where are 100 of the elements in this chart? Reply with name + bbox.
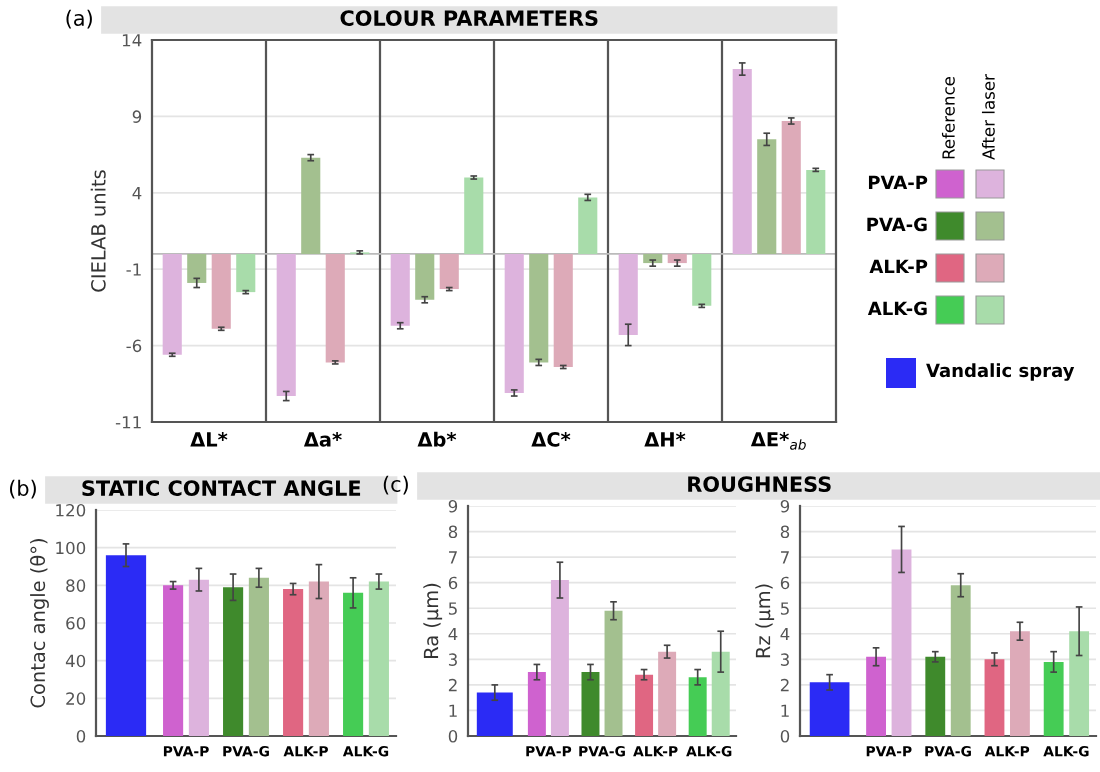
chart-title: STATIC CONTACT ANGLE bbox=[82, 480, 361, 496]
bar bbox=[732, 69, 752, 254]
bar bbox=[692, 253, 712, 306]
bar bbox=[635, 674, 654, 736]
text: ALK-P bbox=[869, 259, 928, 273]
bar bbox=[415, 253, 435, 300]
bar bbox=[504, 253, 524, 393]
y-tick-label: 0 bbox=[780, 729, 790, 743]
text: After laser bbox=[981, 74, 995, 160]
y-tick-label: 9 bbox=[448, 499, 458, 513]
text: (a) bbox=[66, 9, 92, 29]
y-tick-label: 1 bbox=[781, 704, 789, 717]
bar bbox=[643, 253, 663, 264]
bar bbox=[781, 120, 801, 254]
bar bbox=[211, 253, 231, 329]
y-tick-label: 6 bbox=[448, 576, 458, 590]
y-axis-title: Rz (μm) bbox=[755, 584, 775, 658]
bar bbox=[553, 253, 573, 367]
y-tick-label: 100 bbox=[56, 541, 86, 555]
y-tick-label: 8 bbox=[448, 525, 458, 539]
y-tick-label: 80 bbox=[66, 579, 86, 592]
bar bbox=[806, 169, 826, 254]
bar bbox=[667, 253, 687, 264]
bar bbox=[276, 253, 296, 397]
y-tick-label: 8 bbox=[780, 525, 790, 539]
bar bbox=[390, 253, 410, 326]
bar bbox=[301, 157, 321, 254]
y-tick-label: 9 bbox=[132, 110, 142, 123]
bar bbox=[529, 253, 549, 363]
x-tick-label: Δb* bbox=[417, 431, 457, 447]
bar bbox=[984, 659, 1005, 736]
bar bbox=[439, 253, 459, 290]
bar bbox=[162, 253, 182, 355]
bar bbox=[757, 139, 777, 254]
y-tick-label: -1 bbox=[126, 263, 141, 276]
bar bbox=[578, 197, 598, 254]
bar bbox=[658, 651, 677, 736]
x-tick-label: ΔC* bbox=[531, 432, 571, 447]
bar bbox=[248, 577, 269, 736]
y-tick-label: 60 bbox=[66, 616, 86, 630]
y-tick-label: 14 bbox=[122, 34, 142, 47]
y-tick-label: 2 bbox=[448, 678, 457, 692]
y-axis-title: CIELAB units bbox=[90, 170, 106, 292]
bar bbox=[527, 672, 546, 736]
y-tick-label: -6 bbox=[126, 339, 142, 353]
text: Reference bbox=[941, 76, 955, 159]
bar bbox=[343, 592, 364, 736]
x-tick-label: ΔL* bbox=[190, 432, 228, 447]
bar bbox=[711, 651, 730, 736]
bar bbox=[618, 253, 638, 335]
bar bbox=[283, 589, 304, 736]
bar bbox=[236, 253, 256, 293]
bar bbox=[688, 677, 707, 736]
bar bbox=[1069, 631, 1090, 736]
bar bbox=[105, 555, 147, 736]
bar bbox=[325, 253, 345, 363]
y-tick-label: 9 bbox=[780, 499, 790, 513]
y-tick-label: 4 bbox=[448, 627, 458, 641]
bar bbox=[187, 253, 207, 283]
bar bbox=[368, 581, 389, 736]
bar bbox=[308, 581, 329, 736]
x-tick-label: ΔE*$_{ab}$ bbox=[750, 431, 806, 450]
y-tick-label: 4 bbox=[132, 186, 142, 200]
y-tick-label: 0 bbox=[448, 729, 458, 743]
bar bbox=[925, 656, 946, 736]
text: ALK-G bbox=[867, 301, 927, 316]
bar bbox=[223, 587, 244, 736]
bar bbox=[809, 682, 850, 736]
chart-title: COLOUR PARAMETERS bbox=[340, 10, 598, 26]
chart-title: ROUGHNESS bbox=[688, 476, 831, 492]
y-tick-label: 3 bbox=[448, 653, 457, 666]
bar bbox=[163, 585, 184, 736]
y-axis-title: Contac angle (θ°) bbox=[29, 539, 49, 708]
text: PVA-P bbox=[868, 175, 928, 189]
y-tick-label: 5 bbox=[780, 602, 789, 615]
y-tick-label: 40 bbox=[65, 654, 86, 668]
bar bbox=[866, 656, 886, 736]
y-tick-label: -11 bbox=[115, 416, 141, 429]
bar bbox=[891, 549, 912, 736]
y-tick-label: 20 bbox=[66, 692, 86, 705]
bar bbox=[188, 579, 209, 736]
y-tick-label: 3 bbox=[780, 653, 789, 666]
x-tick-label: Δa* bbox=[303, 432, 342, 447]
bar bbox=[550, 580, 569, 736]
y-tick-label: 1 bbox=[449, 704, 457, 717]
y-tick-label: 7 bbox=[781, 551, 789, 564]
bar bbox=[1043, 661, 1064, 736]
y-tick-label: 7 bbox=[449, 551, 457, 564]
bar bbox=[950, 585, 971, 736]
bar bbox=[604, 610, 623, 736]
y-tick-label: 0 bbox=[76, 729, 86, 743]
bar bbox=[581, 672, 600, 736]
y-tick-label: 5 bbox=[448, 602, 457, 615]
bar bbox=[476, 692, 513, 736]
text: (b) bbox=[10, 479, 36, 499]
y-axis-title: Ra (μm) bbox=[423, 583, 443, 658]
text: PVA-G bbox=[867, 217, 927, 232]
bar bbox=[464, 177, 484, 254]
text: Vandalic spray bbox=[926, 363, 1075, 381]
text: (c) bbox=[383, 475, 408, 495]
